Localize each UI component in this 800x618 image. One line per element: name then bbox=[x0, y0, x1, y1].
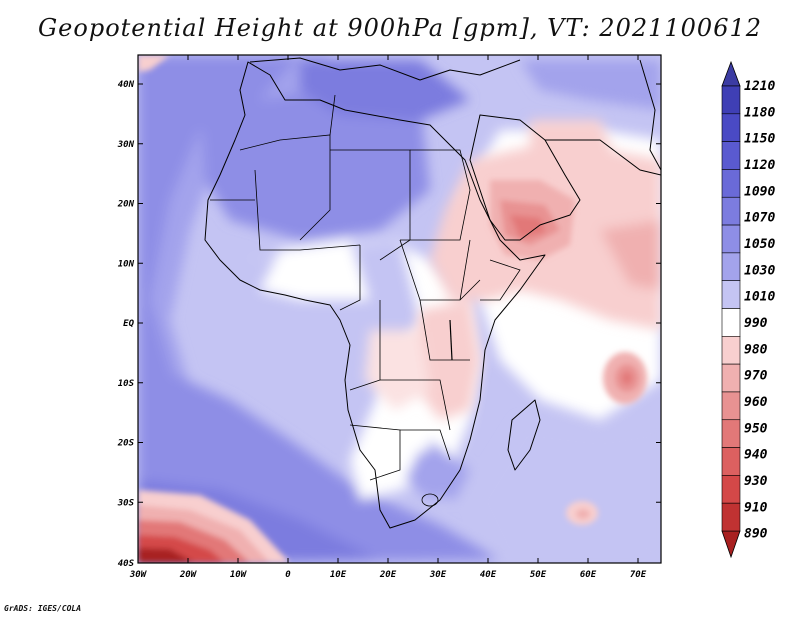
lat-label: 20N bbox=[117, 200, 135, 210]
colorbar-label: 950 bbox=[744, 421, 768, 436]
lon-label: 20E bbox=[379, 570, 397, 580]
latitude-axis: 40N 30N 20N 10N EQ 10S 20S 30S 40S bbox=[117, 80, 661, 569]
colorbar-label: 960 bbox=[744, 395, 768, 410]
height-field-shading bbox=[138, 55, 661, 563]
colorbar-swatch bbox=[721, 252, 741, 281]
colorbar-label: 1210 bbox=[744, 79, 775, 94]
colorbar-swatch bbox=[721, 419, 741, 448]
colorbar-label: 990 bbox=[744, 316, 768, 331]
colorbar-label: 930 bbox=[744, 474, 768, 489]
colorbar-swatch bbox=[721, 85, 741, 115]
colorbar-label: 1010 bbox=[744, 290, 775, 305]
colorbar-label: 910 bbox=[744, 500, 768, 515]
longitude-axis: 30W 20W 10W 0 10E 20E 30E 40E 50E 60E 70E bbox=[129, 55, 647, 580]
colorbar-swatch bbox=[721, 502, 741, 532]
colorbar-label: 890 bbox=[744, 527, 768, 542]
lat-label: 40N bbox=[118, 80, 135, 90]
lat-label: 30S bbox=[117, 498, 135, 508]
map-frame bbox=[137, 54, 662, 564]
colorbar-swatch bbox=[721, 113, 741, 142]
country-borders bbox=[210, 94, 521, 507]
colorbar-swatch bbox=[721, 475, 741, 504]
colorbar-label: 940 bbox=[744, 448, 768, 463]
colorbar-swatch bbox=[721, 447, 741, 476]
lat-label: 10N bbox=[118, 259, 135, 269]
colorbar-label: 1050 bbox=[744, 237, 775, 252]
lon-label: 40E bbox=[480, 570, 497, 580]
lat-label: 10S bbox=[118, 379, 135, 389]
colorbar-swatch bbox=[721, 363, 741, 393]
colorbar-label: 1150 bbox=[744, 132, 775, 147]
colorbar-top-arrow bbox=[721, 60, 741, 87]
lon-label: 60E bbox=[580, 570, 597, 580]
lon-label: 30W bbox=[129, 570, 148, 580]
lon-label: 10W bbox=[230, 570, 248, 580]
colorbar-label: 1030 bbox=[744, 263, 775, 278]
colorbar-bottom-arrow bbox=[721, 530, 741, 559]
lon-label: 70E bbox=[630, 570, 647, 580]
coastlines bbox=[204, 57, 661, 529]
lat-label: 20S bbox=[117, 439, 135, 449]
grads-credit: GrADS: IGES/COLA bbox=[4, 604, 82, 613]
colorbar-label: 1090 bbox=[744, 184, 775, 199]
colorbar-swatch bbox=[721, 141, 741, 170]
lon-label: 20W bbox=[179, 570, 198, 580]
colorbar-label: 1180 bbox=[744, 105, 775, 120]
lat-label: 30N bbox=[117, 140, 135, 150]
colorbar-swatch bbox=[721, 391, 741, 421]
colorbar-swatch bbox=[721, 224, 741, 254]
lat-label: 40S bbox=[118, 559, 135, 569]
colorbar-swatch bbox=[721, 196, 741, 226]
colorbar-swatch bbox=[721, 280, 741, 309]
lat-label: EQ bbox=[123, 319, 134, 329]
colorbar: 1210 1180 1150 1120 1090 1070 1050 1030 1010 990 9… bbox=[721, 60, 775, 559]
colorbar-swatch bbox=[721, 169, 741, 198]
colorbar-swatch bbox=[721, 336, 741, 365]
colorbar-label: 970 bbox=[744, 369, 768, 384]
lon-label: 30E bbox=[429, 570, 447, 580]
colorbar-label: 1070 bbox=[744, 211, 775, 226]
lon-label: 10E bbox=[330, 570, 347, 580]
lon-label: 50E bbox=[530, 570, 547, 580]
colorbar-swatch bbox=[721, 308, 741, 337]
colorbar-label: 1120 bbox=[744, 158, 775, 173]
chart-title: Geopotential Height at 900hPa [gpm], VT:… bbox=[38, 14, 762, 42]
lon-label: 0 bbox=[285, 570, 291, 580]
colorbar-label: 980 bbox=[744, 342, 768, 357]
